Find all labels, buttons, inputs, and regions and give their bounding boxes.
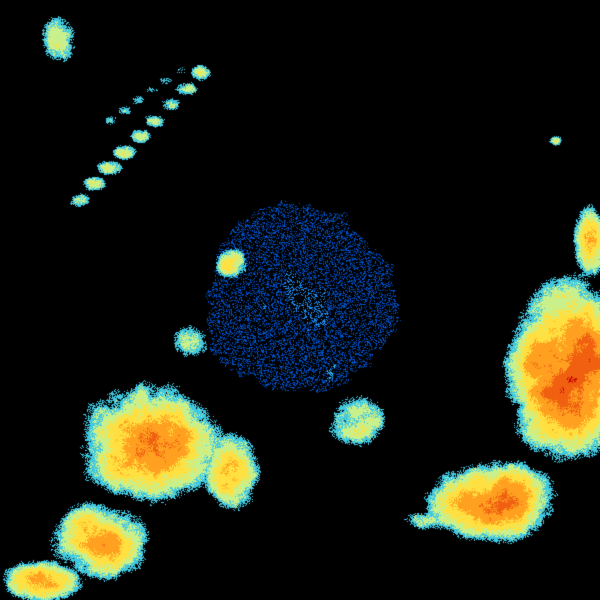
- radar-site-marker: [296, 295, 304, 303]
